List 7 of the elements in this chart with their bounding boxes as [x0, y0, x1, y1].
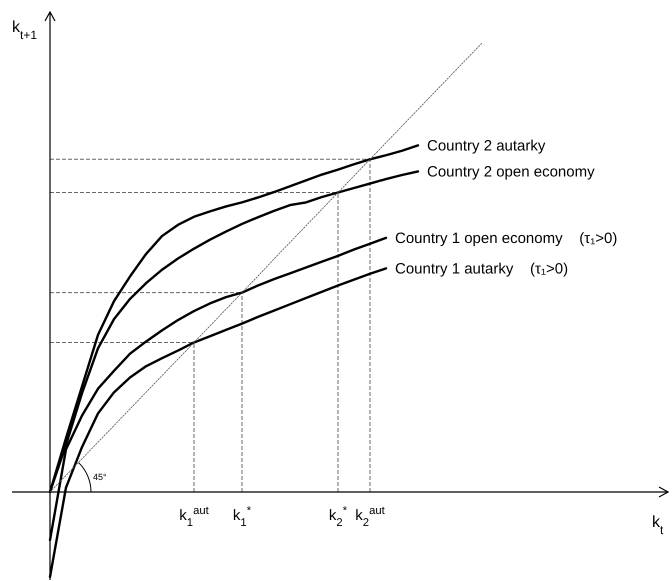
- series-label: Country 2 open economy: [427, 163, 596, 180]
- x-axis-title: k$_{t}$: [652, 514, 664, 537]
- y-axis-title: k$_{t+1}$: [12, 19, 38, 42]
- series-label: Country 1 open economy (τ₁>0): [395, 230, 618, 247]
- series-label: Country 1 autarky (τ₁>0): [395, 260, 568, 278]
- series-label: Country 2 autarky: [427, 137, 546, 154]
- annotation: 45°: [93, 472, 108, 482]
